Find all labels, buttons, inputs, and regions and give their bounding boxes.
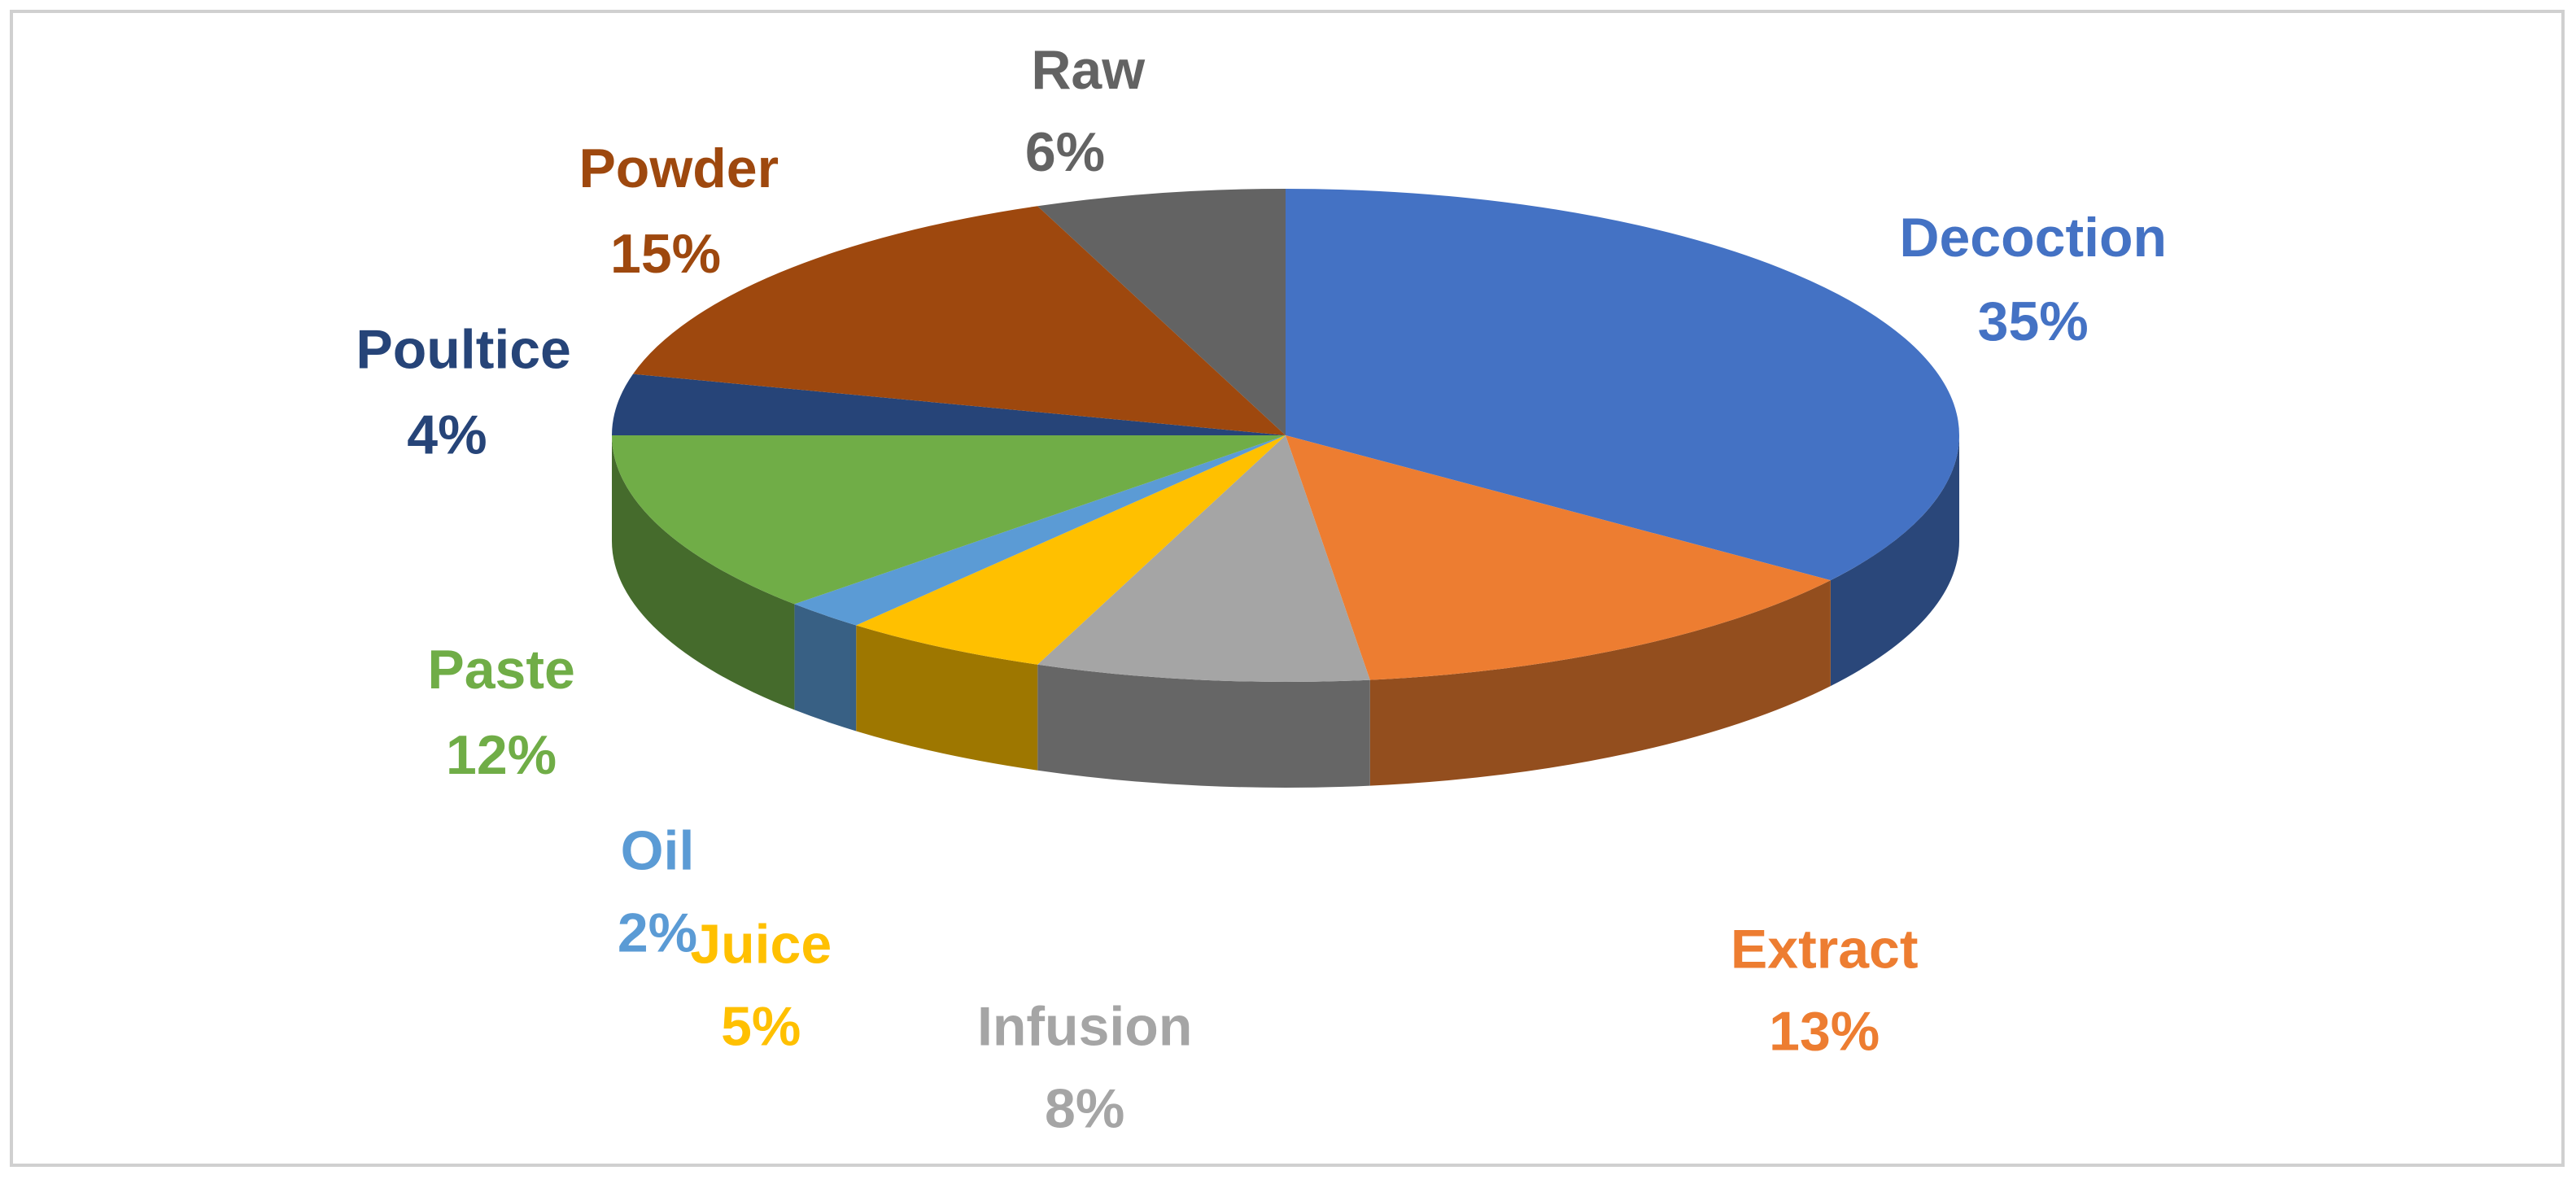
- value-label: 35%: [1978, 290, 2089, 352]
- category-label: Powder: [579, 138, 779, 199]
- slice-side: [1369, 580, 1831, 786]
- slice-side: [1037, 664, 1370, 788]
- slice: [1037, 189, 1286, 435]
- category-label: Oil: [621, 819, 695, 881]
- value-label: 12%: [446, 724, 557, 786]
- slice: [856, 435, 1286, 665]
- slice: [633, 206, 1286, 436]
- value-label: 6%: [1025, 121, 1105, 183]
- category-label: Paste: [427, 639, 574, 701]
- slice: [1286, 189, 1959, 581]
- slice-side: [1830, 435, 1959, 687]
- value-label: 13%: [1769, 1001, 1880, 1063]
- value-label: 4%: [407, 404, 487, 465]
- category-label: Juice: [690, 914, 832, 976]
- value-label: 5%: [721, 996, 801, 1058]
- value-label: 8%: [1045, 1078, 1124, 1140]
- slice-side: [856, 625, 1038, 771]
- category-label: Extract: [1731, 919, 1919, 981]
- value-label: 2%: [618, 902, 697, 963]
- slice-side: [612, 435, 795, 710]
- slice-side: [794, 604, 857, 732]
- category-label: Raw: [1031, 39, 1146, 101]
- slice: [794, 435, 1286, 626]
- category-label: Poultice: [356, 318, 571, 380]
- slice: [612, 373, 1286, 435]
- slice: [1037, 435, 1370, 682]
- category-label: Infusion: [977, 996, 1192, 1058]
- category-label: Decoction: [1899, 207, 2167, 269]
- slice: [612, 435, 1286, 605]
- slice: [1286, 435, 1831, 680]
- value-label: 15%: [610, 223, 721, 285]
